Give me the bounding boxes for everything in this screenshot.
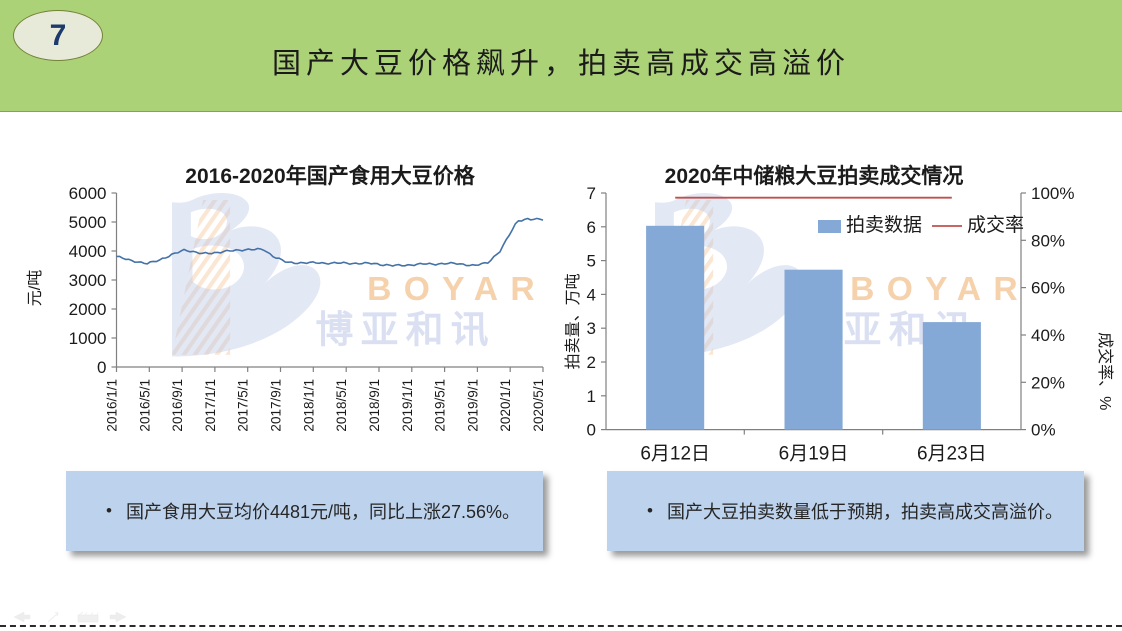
svg-text:6月12日: 6月12日 xyxy=(640,444,710,465)
svg-text:2: 2 xyxy=(587,353,596,372)
svg-text:2018/9/1: 2018/9/1 xyxy=(367,379,382,432)
svg-text:2000: 2000 xyxy=(69,300,107,319)
svg-text:2016/1/1: 2016/1/1 xyxy=(105,379,120,432)
svg-text:40%: 40% xyxy=(1031,326,1065,345)
svg-text:6: 6 xyxy=(587,218,596,237)
svg-text:80%: 80% xyxy=(1031,231,1065,250)
svg-text:2017/9/1: 2017/9/1 xyxy=(269,379,284,432)
svg-text:2017/5/1: 2017/5/1 xyxy=(236,379,251,432)
svg-text:拍卖量、万吨: 拍卖量、万吨 xyxy=(564,273,582,369)
svg-text:2019/9/1: 2019/9/1 xyxy=(465,379,480,432)
svg-text:0: 0 xyxy=(587,421,596,440)
svg-text:2020/1/1: 2020/1/1 xyxy=(498,379,513,432)
svg-text:2018/1/1: 2018/1/1 xyxy=(301,379,316,432)
svg-text:拍卖数据: 拍卖数据 xyxy=(846,214,922,236)
svg-text:2017/1/1: 2017/1/1 xyxy=(203,379,218,432)
svg-text:20%: 20% xyxy=(1031,373,1065,392)
svg-text:元/吨: 元/吨 xyxy=(26,270,44,306)
svg-text:5: 5 xyxy=(587,252,596,271)
svg-text:2019/5/1: 2019/5/1 xyxy=(433,379,448,432)
svg-text:2020/5/1: 2020/5/1 xyxy=(531,379,546,432)
svg-text:3000: 3000 xyxy=(69,271,107,290)
svg-text:4000: 4000 xyxy=(69,242,107,261)
svg-text:6000: 6000 xyxy=(69,184,107,203)
svg-text:6月23日: 6月23日 xyxy=(917,444,987,465)
svg-text:3: 3 xyxy=(587,319,596,338)
svg-text:2016/9/1: 2016/9/1 xyxy=(170,379,185,432)
svg-text:60%: 60% xyxy=(1031,279,1065,298)
svg-text:0%: 0% xyxy=(1031,421,1056,440)
svg-text:成交率: 成交率 xyxy=(967,214,1024,236)
svg-text:成交率、%: 成交率、% xyxy=(1096,332,1114,410)
svg-text:0: 0 xyxy=(97,358,106,377)
svg-text:7: 7 xyxy=(587,184,596,203)
svg-text:5000: 5000 xyxy=(69,213,107,232)
svg-text:1000: 1000 xyxy=(69,329,107,348)
svg-text:2019/1/1: 2019/1/1 xyxy=(400,379,415,432)
svg-text:2018/5/1: 2018/5/1 xyxy=(334,379,349,432)
svg-text:2016/5/1: 2016/5/1 xyxy=(137,379,152,432)
svg-text:6月19日: 6月19日 xyxy=(779,444,849,465)
svg-text:1: 1 xyxy=(587,387,596,406)
svg-text:4: 4 xyxy=(587,285,596,304)
svg-text:100%: 100% xyxy=(1031,184,1074,203)
